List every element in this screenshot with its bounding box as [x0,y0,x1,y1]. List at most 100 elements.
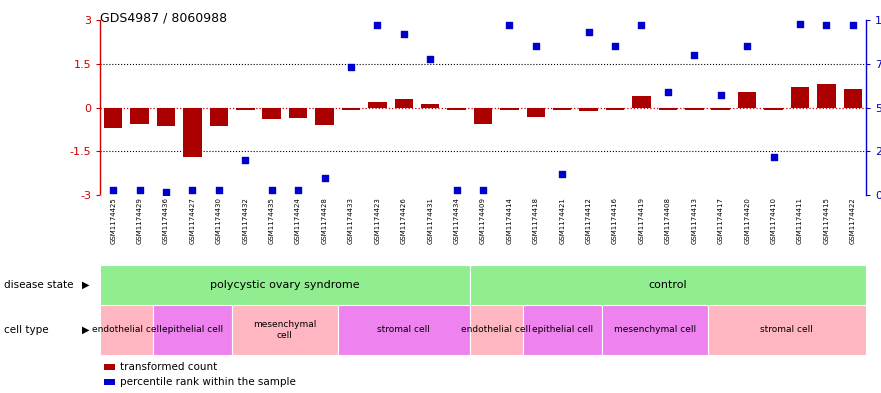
Bar [100,265,470,305]
Text: GSM1174416: GSM1174416 [612,197,618,244]
Bar [685,108,704,110]
Text: GSM1174433: GSM1174433 [348,197,354,244]
Text: GSM1174435: GSM1174435 [269,197,275,244]
Text: GSM1174434: GSM1174434 [454,197,460,244]
Bar [522,305,602,355]
Point [211,187,226,193]
Bar [210,108,228,127]
Bar [104,108,122,128]
Bar [500,108,519,110]
Point [714,92,728,98]
Text: GSM1174410: GSM1174410 [771,197,776,244]
Text: stromal cell: stromal cell [377,325,430,334]
Bar [738,92,757,108]
Text: GSM1174426: GSM1174426 [401,197,407,244]
Bar [602,305,707,355]
Point [555,171,569,177]
Point [291,187,305,193]
Text: GSM1174422: GSM1174422 [850,197,855,244]
Point [476,187,490,193]
Bar [448,108,466,110]
Text: GSM1174409: GSM1174409 [480,197,486,244]
Bar [712,108,730,110]
Bar [337,305,470,355]
Point [317,174,331,181]
Text: cell type: cell type [4,325,49,335]
Bar [105,364,115,370]
Point [793,20,807,27]
Bar [289,108,307,118]
Text: ▶: ▶ [83,325,90,335]
Text: GDS4987 / 8060988: GDS4987 / 8060988 [100,12,227,25]
Bar [633,96,651,108]
Bar [368,102,387,108]
Text: epithelial cell: epithelial cell [162,325,223,334]
Bar [100,305,152,355]
Text: GSM1174418: GSM1174418 [533,197,539,244]
Text: GSM1174420: GSM1174420 [744,197,750,244]
Point [581,29,596,35]
Text: GSM1174432: GSM1174432 [242,197,248,244]
Text: disease state: disease state [4,280,74,290]
Point [132,187,146,193]
Bar [580,108,598,111]
Text: endothelial cell: endothelial cell [462,325,531,334]
Point [238,157,252,163]
Bar [474,108,492,123]
Text: GSM1174429: GSM1174429 [137,197,143,244]
Text: GSM1174431: GSM1174431 [427,197,433,244]
Point [846,22,860,28]
Text: mesenchymal
cell: mesenchymal cell [253,320,316,340]
Point [529,43,543,50]
Point [396,31,411,37]
Bar [130,108,149,123]
Text: endothelial cell: endothelial cell [92,325,161,334]
Bar [470,305,522,355]
Bar [315,108,334,125]
Bar [470,265,866,305]
Text: polycystic ovary syndrome: polycystic ovary syndrome [210,280,359,290]
Point [264,187,278,193]
Text: GSM1174425: GSM1174425 [110,197,116,244]
Point [687,52,701,58]
Text: transformed count: transformed count [120,362,217,372]
Bar [818,84,835,108]
Bar [553,108,572,110]
Bar [527,108,545,117]
Point [449,187,463,193]
Bar [105,379,115,385]
Bar [843,90,862,108]
Text: GSM1174424: GSM1174424 [295,197,301,244]
Point [159,188,173,195]
Text: percentile rank within the sample: percentile rank within the sample [120,377,296,387]
Text: GSM1174427: GSM1174427 [189,197,196,244]
Point [344,64,358,70]
Bar [659,108,677,110]
Bar [232,305,337,355]
Text: GSM1174419: GSM1174419 [639,197,645,244]
Text: control: control [648,280,687,290]
Bar [183,108,202,157]
Point [185,187,199,193]
Text: GSM1174417: GSM1174417 [718,197,723,244]
Text: GSM1174436: GSM1174436 [163,197,169,244]
Bar [765,108,783,110]
Text: GSM1174430: GSM1174430 [216,197,222,244]
Point [106,187,120,193]
Bar [342,108,360,110]
Bar [707,305,866,355]
Text: GSM1174421: GSM1174421 [559,197,566,244]
Text: GSM1174423: GSM1174423 [374,197,381,244]
Text: ▶: ▶ [83,280,90,290]
Bar [152,305,232,355]
Text: GSM1174414: GSM1174414 [507,197,513,244]
Text: epithelial cell: epithelial cell [531,325,593,334]
Point [819,22,833,28]
Text: GSM1174413: GSM1174413 [692,197,697,244]
Text: GSM1174415: GSM1174415 [824,197,829,244]
Text: mesenchymal cell: mesenchymal cell [614,325,696,334]
Bar [157,108,175,127]
Point [661,88,675,95]
Point [502,22,516,28]
Text: stromal cell: stromal cell [760,325,813,334]
